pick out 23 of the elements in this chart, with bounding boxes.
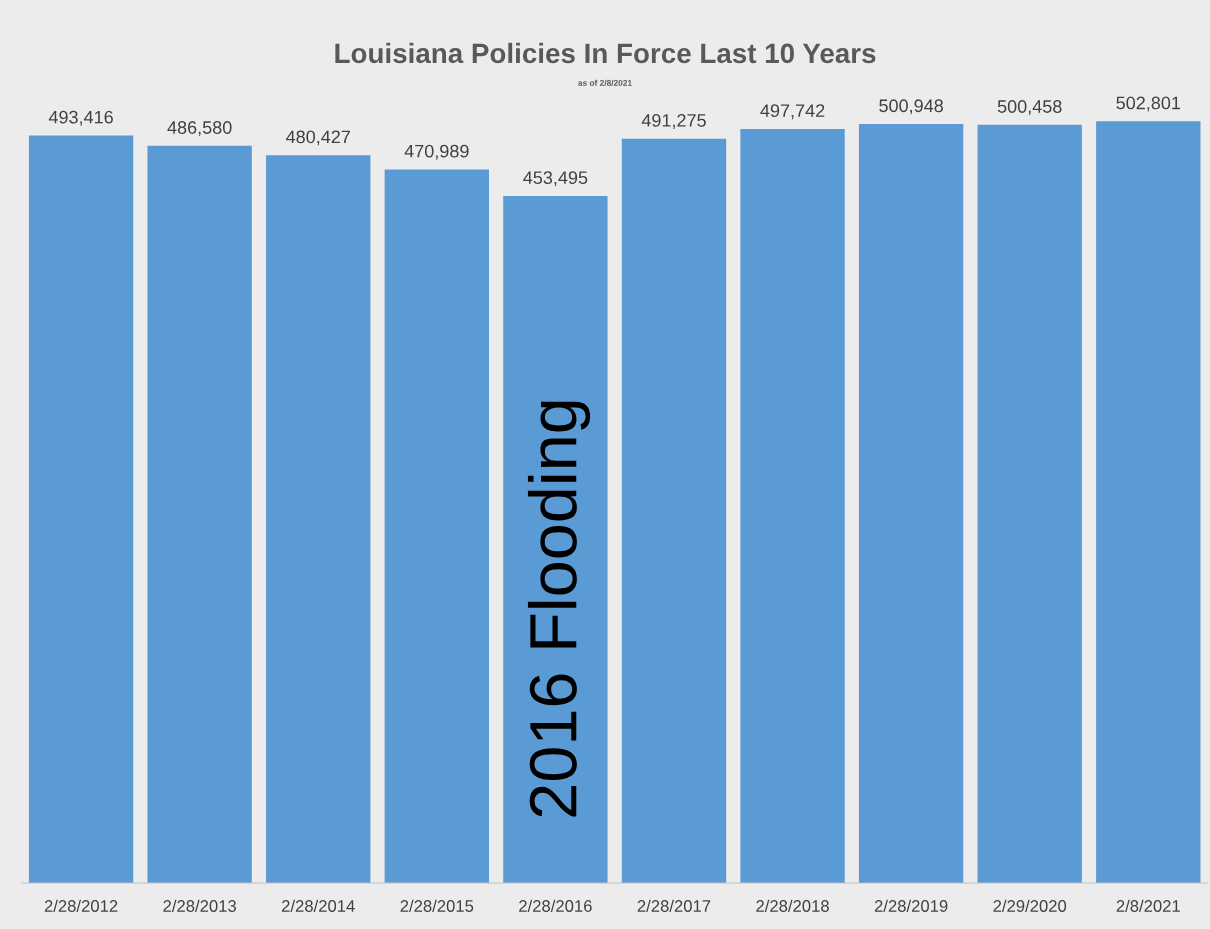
data-label: 500,458: [997, 100, 1062, 116]
data-label: 497,742: [760, 104, 825, 120]
chart-title: Louisiana Policies In Force Last 10 Years: [335, 42, 876, 64]
x-tick-label: 2/28/2013: [163, 899, 236, 912]
x-tick-label: 2/8/2021: [1116, 899, 1180, 912]
x-tick-label: 2/28/2019: [874, 899, 948, 912]
x-tick-label: 2/28/2015: [400, 899, 474, 912]
x-tick-label: 2/28/2018: [756, 899, 829, 912]
x-tick-label: 2/28/2017: [637, 899, 711, 912]
annotation: 2016 Flooding: [527, 401, 591, 817]
data-label: 486,580: [167, 121, 232, 137]
data-label: 500,948: [879, 99, 943, 115]
x-tick-label: 2/28/2016: [519, 899, 592, 912]
data-label: 470,989: [404, 144, 469, 160]
x-tick-label: 2/28/2014: [282, 899, 355, 912]
data-label: 480,427: [286, 130, 350, 146]
data-label: 502,801: [1116, 96, 1181, 112]
data-label: 493,416: [48, 110, 113, 126]
data-label: 491,275: [641, 114, 706, 129]
x-tick-label: 2/29/2020: [993, 899, 1067, 912]
data-label: 453,495: [523, 171, 588, 187]
x-tick-label: 2/28/2012: [44, 899, 118, 912]
chart-subtitle: as of 2/8/2021: [578, 79, 632, 86]
